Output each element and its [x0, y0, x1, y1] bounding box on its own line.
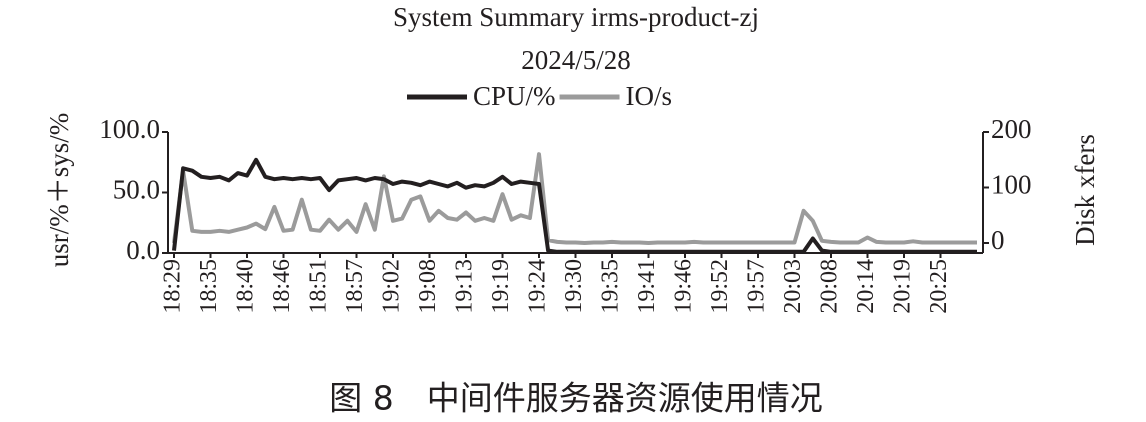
x-tick-label: 20:19: [890, 259, 916, 314]
legend-label: CPU/%: [473, 81, 556, 111]
series-line: [172, 152, 977, 245]
x-tick-label: 19:57: [744, 259, 770, 314]
y2-tick-label: 200: [991, 114, 1032, 144]
legend-label: IO/s: [626, 81, 673, 111]
series-line: [172, 157, 977, 254]
x-tick-label: 18:57: [342, 259, 368, 314]
x-tick-label: 19:46: [671, 259, 697, 314]
x-tick-label: 19:13: [452, 259, 478, 314]
x-tick-label: 18:46: [269, 259, 295, 314]
x-tick-label: 19:41: [634, 259, 660, 314]
y-tick-label: 0.0: [126, 235, 160, 265]
x-tick-label: 19:35: [598, 259, 624, 314]
x-tick-label: 18:29: [160, 259, 186, 314]
y2-tick-label: 0: [991, 225, 1005, 255]
x-tick-label: 20:03: [780, 259, 806, 314]
chart-subtitle: 2024/5/28: [521, 45, 631, 75]
y-tick-label: 100.0: [99, 114, 160, 144]
x-tick-label: 20:08: [817, 259, 843, 314]
x-tick-label: 18:40: [233, 259, 259, 314]
x-tick-label: 20:25: [926, 259, 952, 314]
x-tick-label: 19:24: [525, 259, 551, 314]
x-tick-label: 20:14: [853, 259, 879, 314]
x-tick-label: 18:51: [306, 259, 332, 314]
y2-axis-label: Disk xfers: [1070, 134, 1100, 246]
x-tick-label: 19:02: [379, 259, 405, 314]
chart-title: System Summary irms-product-zj: [393, 2, 759, 32]
y2-tick-label: 100: [991, 170, 1032, 200]
caption: 图 8 中间件服务器资源使用情况: [329, 379, 823, 418]
x-tick-label: 19:52: [707, 259, 733, 314]
x-tick-label: 19:30: [561, 259, 587, 314]
x-tick-label: 19:19: [488, 259, 514, 314]
y-tick-label: 50.0: [113, 175, 160, 205]
x-tick-label: 19:08: [415, 259, 441, 314]
x-tick-label: 18:35: [196, 259, 222, 314]
y-axis-label: usr/%＋sys/%: [44, 113, 74, 268]
